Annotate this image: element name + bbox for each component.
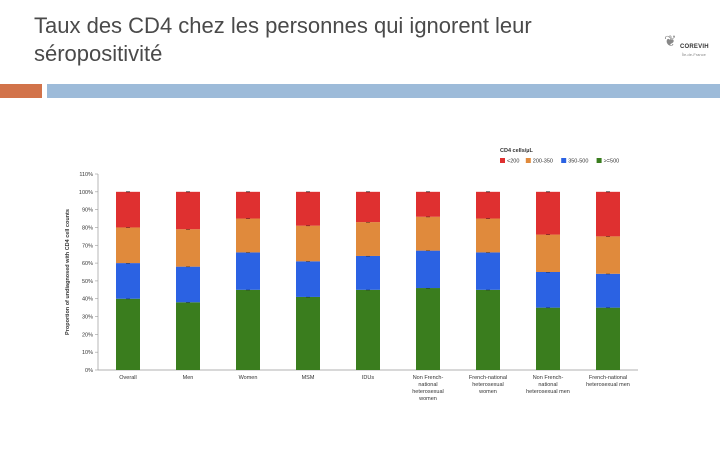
bar-segment-350500 (596, 273, 620, 308)
title-accent-bar-blue (47, 84, 720, 98)
bar-segment-200 (236, 191, 260, 219)
bar-segment-500 (356, 289, 380, 370)
bar-segment-200350 (116, 227, 140, 264)
bar-segment-500 (476, 289, 500, 370)
legend-swatch (561, 158, 567, 163)
y-axis-label: Proportion of undiagnosed with CD4 cell … (65, 209, 71, 335)
bar-segment-500 (596, 307, 620, 370)
x-tick-label: IDUs (362, 375, 374, 381)
y-tick-label: 90% (82, 208, 93, 214)
y-tick-label: 70% (82, 243, 93, 249)
logo-text: COREVIH (680, 44, 709, 50)
bar-segment-200 (536, 191, 560, 235)
bar-segment-350500 (476, 252, 500, 290)
x-tick-label: heterosexual (472, 382, 504, 388)
x-tick-label: women (418, 396, 437, 402)
x-tick-label: national (538, 382, 557, 388)
bar-segment-200 (296, 191, 320, 226)
x-tick-label: heterosexual (412, 389, 444, 395)
slide-title: Taux des CD4 chez les personnes qui igno… (34, 13, 532, 66)
x-tick-label: Non French- (533, 375, 564, 381)
y-tick-label: 50% (82, 279, 93, 285)
title-accent-bar-orange (0, 84, 42, 98)
x-tick-label: French-national (469, 375, 507, 381)
legend-label: >=500 (604, 159, 620, 165)
y-tick-label: 110% (79, 172, 93, 178)
x-tick-label: heterosexual men (526, 389, 570, 395)
y-tick-label: 40% (82, 297, 93, 303)
y-tick-label: 0% (85, 368, 93, 374)
x-tick-label: women (478, 389, 497, 395)
bar-segment-350500 (116, 263, 140, 299)
bar-segment-350500 (176, 266, 200, 303)
bar-segment-500 (416, 288, 440, 370)
bar-segment-200350 (536, 234, 560, 272)
x-tick-label: Women (239, 375, 258, 381)
y-tick-label: 10% (82, 350, 93, 356)
x-tick-label: Overall (119, 375, 136, 381)
bar-segment-200 (476, 191, 500, 219)
bar-segment-200 (116, 191, 140, 228)
y-tick-label: 30% (82, 315, 93, 321)
bar-segment-350500 (356, 255, 380, 290)
y-tick-label: 60% (82, 261, 93, 267)
bar-segment-500 (296, 296, 320, 370)
legend-title: CD4 cells/µL (500, 148, 533, 154)
bar-segment-350500 (416, 250, 440, 289)
bar-segment-200 (356, 191, 380, 223)
bar-segment-200 (416, 191, 440, 217)
x-tick-label: French-national (589, 375, 627, 381)
bar-segment-200 (596, 191, 620, 237)
bar-segment-500 (236, 289, 260, 370)
bar-segment-350500 (536, 272, 560, 308)
bar-segment-500 (176, 302, 200, 370)
bar-segment-200350 (356, 222, 380, 256)
bar-segment-350500 (296, 261, 320, 297)
legend-label: 200-350 (533, 159, 553, 165)
bar-segment-200350 (236, 218, 260, 253)
legend-swatch (596, 158, 602, 163)
x-tick-label: MSM (302, 375, 315, 381)
bar-segment-350500 (236, 252, 260, 290)
x-tick-label: heterosexual men (586, 382, 630, 388)
x-tick-label: Men (183, 375, 194, 381)
bar-segment-200350 (596, 236, 620, 274)
logo-subtext: Île-de-France (682, 52, 706, 57)
x-tick-label: Non French- (413, 375, 444, 381)
bar-segment-500 (536, 307, 560, 370)
legend-swatch (500, 158, 505, 163)
logo-swirl-icon: ❦ (664, 33, 677, 50)
legend-swatch (525, 158, 531, 163)
y-tick-label: 100% (79, 190, 93, 196)
bar-segment-200350 (416, 216, 440, 251)
legend-label: 350-500 (568, 159, 588, 165)
legend-label: <200 (507, 159, 519, 165)
bar-segment-200350 (476, 218, 500, 253)
corevih-logo: ❦ COREVIH Île-de-France (664, 32, 709, 62)
cd4-stacked-bar-chart: 0% 10% 20% 30% 40% 50% 60% 70% 80% 90% 100% 110% Pro… (65, 148, 638, 402)
y-tick-label: 20% (82, 332, 93, 338)
x-tick-label: national (418, 382, 437, 388)
bar-segment-200350 (296, 225, 320, 262)
bar-segment-200 (176, 191, 200, 230)
bar-segment-500 (116, 298, 140, 370)
bar-segment-200350 (176, 229, 200, 267)
y-tick-label: 80% (82, 225, 93, 231)
